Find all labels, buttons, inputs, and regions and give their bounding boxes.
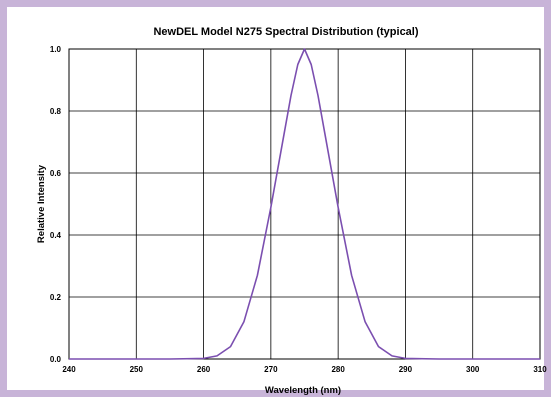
x-tick-label: 310 <box>533 365 547 374</box>
x-tick-label: 260 <box>197 365 211 374</box>
y-tick-label: 0.0 <box>50 355 62 364</box>
series-line <box>69 48 540 360</box>
spectral-chart: NewDEL Model N275 Spectral Distribution … <box>36 26 547 396</box>
x-tick-label: 250 <box>130 365 144 374</box>
x-tick-label: 300 <box>466 365 480 374</box>
plot-area <box>68 48 541 360</box>
y-tick-label: 0.2 <box>50 293 62 302</box>
y-tick-label: 0.4 <box>50 231 62 240</box>
series-group <box>69 48 540 360</box>
y-tick-label: 0.6 <box>50 169 62 178</box>
x-tick-label: 290 <box>399 365 413 374</box>
tick-labels: 240 250 260 270 280 290 300 310 0.0 0.2 0.4 0.6 0.8 1… <box>50 45 547 374</box>
x-tick-label: 280 <box>331 365 345 374</box>
y-axis-label: Relative Intensity <box>36 164 47 243</box>
x-tick-label: 270 <box>264 365 278 374</box>
grid <box>68 48 541 360</box>
y-tick-label: 0.8 <box>50 107 62 116</box>
x-tick-label: 240 <box>62 365 76 374</box>
x-axis-label: Wavelength (nm) <box>265 385 341 396</box>
chart-title: NewDEL Model N275 Spectral Distribution … <box>153 26 418 38</box>
y-tick-label: 1.0 <box>50 45 62 54</box>
